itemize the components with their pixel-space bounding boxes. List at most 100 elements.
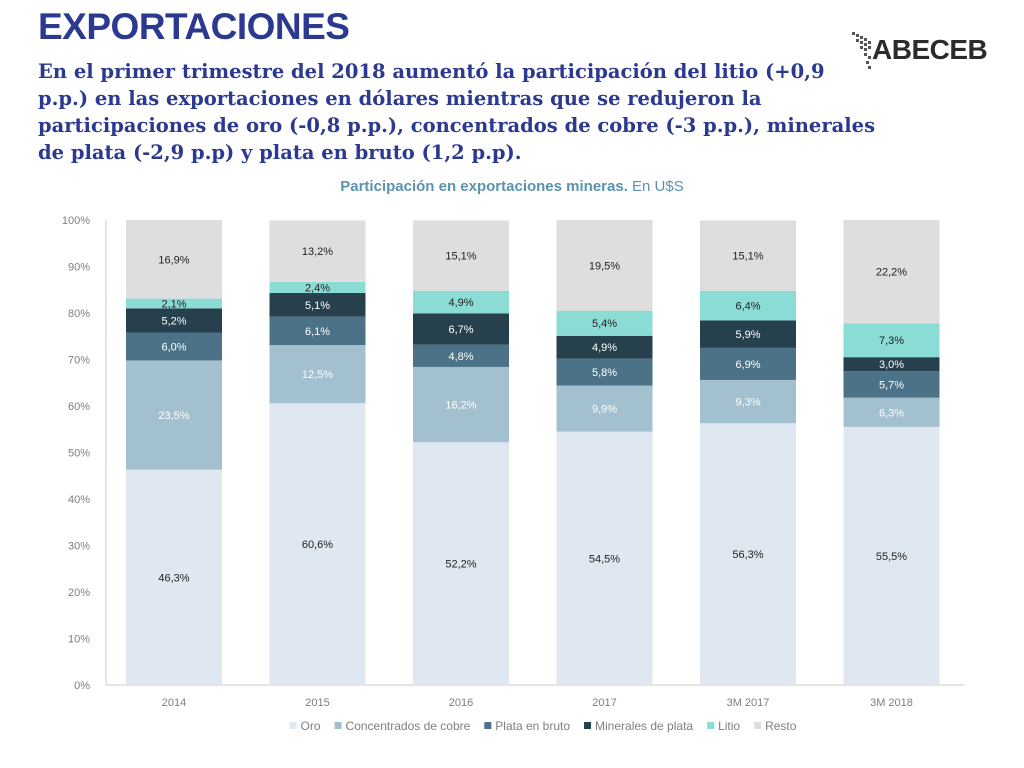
data-label: 6,9% <box>735 359 760 371</box>
bar-segment <box>126 469 222 685</box>
bar-segment <box>413 344 509 367</box>
data-label: 13,2% <box>302 246 333 258</box>
x-tick-label: 3M 2017 <box>727 697 770 709</box>
chart-title-unit: En U$S <box>632 178 684 195</box>
y-tick-label: 40% <box>68 494 90 506</box>
legend-label: Concentrados de cobre <box>346 719 471 733</box>
data-label: 5,4% <box>592 318 617 330</box>
legend-label: Oro <box>301 719 321 733</box>
bar-segment <box>269 281 366 294</box>
bar-segment <box>843 426 940 685</box>
page-title: EXPORTACIONES <box>38 6 350 47</box>
bar-segment <box>843 397 940 427</box>
bar-segment <box>413 313 509 345</box>
bar-segment <box>126 360 222 470</box>
bar-segment <box>556 431 653 685</box>
data-label: 5,8% <box>592 367 617 379</box>
y-tick-label: 70% <box>68 355 90 367</box>
data-label: 15,1% <box>445 251 476 263</box>
data-label: 23,5% <box>158 410 189 422</box>
y-tick-label: 80% <box>68 308 90 320</box>
bar-segment <box>413 442 509 685</box>
data-label: 4,9% <box>448 297 473 309</box>
bar-segment <box>556 310 653 336</box>
data-label: 60,6% <box>302 539 333 551</box>
y-tick-label: 0% <box>74 680 90 692</box>
bar-segment <box>700 290 796 321</box>
data-label: 4,8% <box>448 351 473 363</box>
data-label: 46,3% <box>158 572 189 584</box>
legend-swatch <box>289 722 297 729</box>
data-label: 56,3% <box>732 549 763 561</box>
abeceb-logo-text: ABECEB <box>872 34 988 65</box>
legend-swatch <box>754 722 762 729</box>
legend-swatch <box>584 722 592 729</box>
data-label: 6,1% <box>305 326 330 338</box>
bar-segment <box>269 403 366 685</box>
data-label: 2,1% <box>161 298 186 310</box>
bar-segment <box>843 357 940 372</box>
data-label: 55,5% <box>876 551 907 563</box>
data-label: 15,1% <box>732 251 763 263</box>
data-label: 5,2% <box>161 315 186 327</box>
bar-segment <box>413 290 509 314</box>
bar-segment <box>700 220 796 291</box>
bar-segment <box>126 308 222 333</box>
data-label: 5,7% <box>879 379 904 391</box>
y-tick-label: 10% <box>68 634 90 646</box>
data-label: 22,2% <box>876 267 907 279</box>
bar-segment <box>269 345 366 404</box>
legend-label: Litio <box>718 719 740 733</box>
data-label: 7,3% <box>879 335 904 347</box>
data-label: 6,3% <box>879 407 904 419</box>
data-label: 19,5% <box>589 260 620 272</box>
data-label: 4,9% <box>592 342 617 354</box>
bar-segment <box>126 332 222 361</box>
bar-segment <box>269 220 366 282</box>
bar-segment <box>700 423 796 685</box>
y-tick-label: 100% <box>62 215 90 227</box>
bar-segment <box>700 347 796 380</box>
bar-segment <box>843 323 940 358</box>
bar-segment <box>843 371 940 398</box>
bar-segment <box>700 320 796 348</box>
data-label: 9,9% <box>592 404 617 416</box>
x-tick-label: 2014 <box>162 697 186 709</box>
abeceb-logo: ABECEB <box>850 28 990 72</box>
chart-title-bold: Participación en exportaciones mineras. <box>340 178 628 195</box>
y-tick-label: 30% <box>68 541 90 553</box>
data-label: 5,1% <box>305 300 330 312</box>
data-label: 3,0% <box>879 359 904 371</box>
data-label: 6,7% <box>448 324 473 336</box>
legend-swatch <box>484 722 492 729</box>
bar-segment <box>126 220 222 299</box>
x-tick-label: 2015 <box>305 697 329 709</box>
legend-label: Plata en bruto <box>495 719 570 733</box>
chart-title: Participación en exportaciones mineras. … <box>0 178 1024 195</box>
bar-segment <box>413 220 509 291</box>
data-label: 16,2% <box>445 400 476 412</box>
data-label: 16,9% <box>158 254 189 266</box>
x-tick-label: 2016 <box>449 697 473 709</box>
y-tick-label: 50% <box>68 448 90 460</box>
legend-swatch <box>334 722 342 729</box>
page-subtitle: En el primer trimestre del 2018 aumentó … <box>38 60 876 164</box>
data-label: 2,4% <box>305 282 330 294</box>
data-label: 6,4% <box>735 301 760 313</box>
bar-segment <box>556 385 653 432</box>
y-tick-label: 60% <box>68 401 90 413</box>
bar-segment <box>556 358 653 386</box>
x-tick-label: 2017 <box>592 697 616 709</box>
x-tick-label: 3M 2018 <box>870 697 913 709</box>
data-label: 52,2% <box>445 559 476 571</box>
y-tick-label: 20% <box>68 587 90 599</box>
data-label: 9,3% <box>735 397 760 409</box>
data-label: 54,5% <box>589 553 620 565</box>
abeceb-logo-mark-icon <box>852 32 871 69</box>
legend-label: Resto <box>765 719 797 733</box>
data-label: 5,9% <box>735 329 760 341</box>
data-label: 6,0% <box>161 341 186 353</box>
bar-segment <box>700 379 796 424</box>
bar-segment <box>556 335 653 359</box>
